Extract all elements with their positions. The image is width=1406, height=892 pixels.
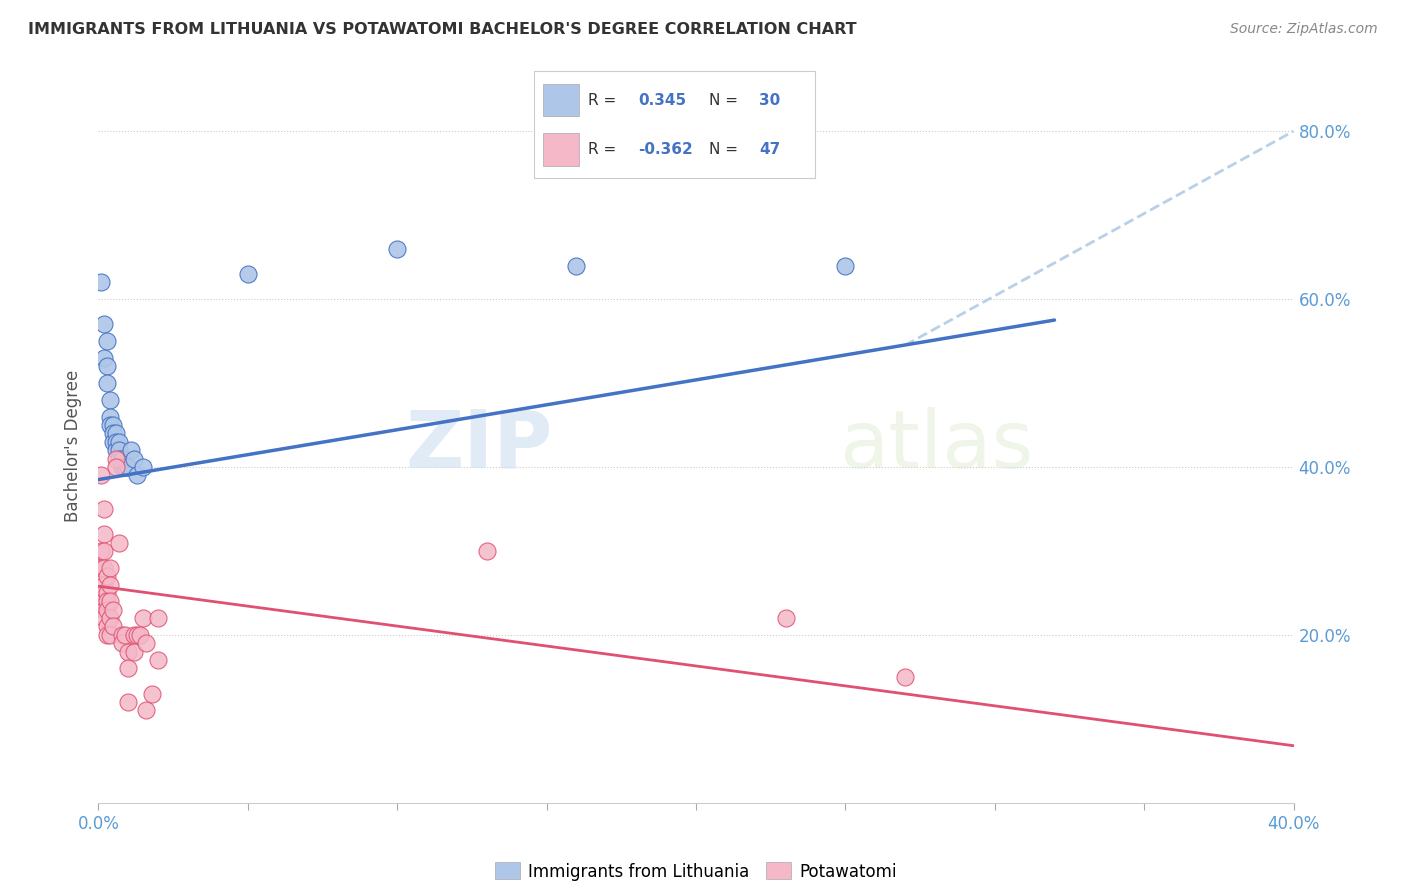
Point <box>93 560 115 574</box>
Point <box>108 434 131 449</box>
Point <box>103 434 125 449</box>
Point <box>93 594 115 608</box>
Point <box>93 603 115 617</box>
Point <box>100 417 122 432</box>
Y-axis label: Bachelor's Degree: Bachelor's Degree <box>65 370 83 522</box>
Text: 47: 47 <box>759 142 780 157</box>
Point <box>775 611 797 625</box>
Point <box>127 468 149 483</box>
Point <box>96 359 118 374</box>
Point <box>100 392 122 407</box>
Point <box>100 409 122 424</box>
Point <box>135 636 157 650</box>
Point <box>103 417 125 432</box>
Text: ZIP: ZIP <box>405 407 553 485</box>
Point <box>105 426 128 441</box>
Text: IMMIGRANTS FROM LITHUANIA VS POTAWATOMI BACHELOR'S DEGREE CORRELATION CHART: IMMIGRANTS FROM LITHUANIA VS POTAWATOMI … <box>28 22 856 37</box>
Point <box>96 594 118 608</box>
Point <box>148 611 170 625</box>
Point <box>894 670 917 684</box>
Text: -0.362: -0.362 <box>638 142 693 157</box>
Point <box>108 535 131 549</box>
Bar <box>543 84 579 116</box>
Point <box>114 628 136 642</box>
Point <box>117 645 139 659</box>
Point <box>93 527 115 541</box>
Point <box>100 628 122 642</box>
Point <box>96 334 118 348</box>
Point <box>90 560 112 574</box>
Point <box>96 628 118 642</box>
Point <box>111 460 134 475</box>
Point <box>105 434 128 449</box>
Point <box>93 611 115 625</box>
Point <box>148 653 170 667</box>
Point <box>124 645 146 659</box>
Point <box>117 460 139 475</box>
Point <box>103 619 125 633</box>
Point <box>120 443 142 458</box>
Point <box>111 636 134 650</box>
Point <box>117 661 139 675</box>
Text: R =: R = <box>588 142 621 157</box>
Point <box>90 275 112 289</box>
Point <box>565 259 588 273</box>
Point <box>90 544 112 558</box>
Text: atlas: atlas <box>839 407 1033 485</box>
Text: 0.345: 0.345 <box>638 93 686 108</box>
Point <box>105 443 128 458</box>
Point <box>93 586 115 600</box>
Text: N =: N = <box>709 142 738 157</box>
Point <box>117 695 139 709</box>
Legend: Immigrants from Lithuania, Potawatomi: Immigrants from Lithuania, Potawatomi <box>488 855 904 888</box>
Point <box>108 451 131 466</box>
Point <box>96 603 118 617</box>
Point <box>129 628 152 642</box>
Point <box>111 451 134 466</box>
Point <box>103 426 125 441</box>
Point <box>100 577 122 591</box>
Point <box>96 569 118 583</box>
Point <box>475 544 498 558</box>
Point <box>100 611 122 625</box>
Point <box>385 242 409 256</box>
Point <box>834 259 856 273</box>
Point <box>96 586 118 600</box>
Point <box>236 267 259 281</box>
Text: Source: ZipAtlas.com: Source: ZipAtlas.com <box>1230 22 1378 37</box>
Point <box>124 628 146 642</box>
Point <box>96 376 118 390</box>
Text: 30: 30 <box>759 93 780 108</box>
Point <box>132 460 155 475</box>
Point <box>108 443 131 458</box>
Text: R =: R = <box>588 93 621 108</box>
Point <box>103 603 125 617</box>
Point <box>105 460 128 475</box>
Point <box>93 577 115 591</box>
Point <box>96 619 118 633</box>
Point <box>141 687 163 701</box>
Point <box>93 502 115 516</box>
Point <box>124 451 146 466</box>
Bar <box>543 134 579 166</box>
Point <box>100 594 122 608</box>
Point <box>100 560 122 574</box>
Point <box>105 451 128 466</box>
Point <box>135 703 157 717</box>
Point <box>132 611 155 625</box>
Point <box>93 544 115 558</box>
Text: N =: N = <box>709 93 738 108</box>
Point <box>114 460 136 475</box>
Point <box>90 468 112 483</box>
Point <box>111 628 134 642</box>
Point <box>93 318 115 332</box>
Point <box>93 351 115 365</box>
Point <box>127 628 149 642</box>
